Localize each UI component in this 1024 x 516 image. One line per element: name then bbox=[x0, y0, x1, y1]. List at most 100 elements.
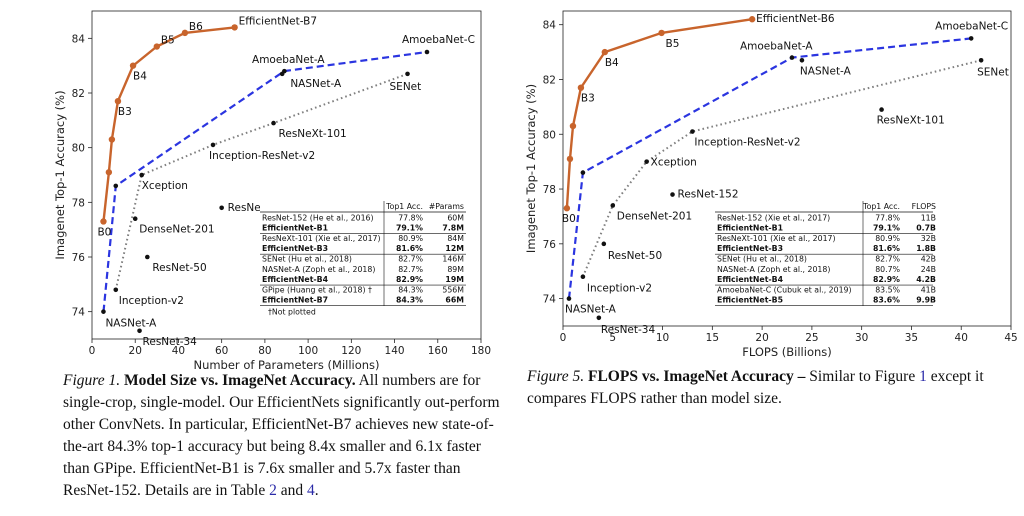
x-tick-label: 5 bbox=[609, 332, 616, 344]
point-label: EfficientNet-B6 bbox=[756, 13, 835, 25]
x-tick-label: 140 bbox=[385, 345, 405, 357]
table-value-cell: 1.8B bbox=[916, 244, 936, 253]
baseline-point bbox=[424, 49, 430, 55]
table-accuracy-cell: 79.1% bbox=[873, 224, 900, 233]
baseline-point bbox=[139, 172, 145, 178]
point-label: Inception-v2 bbox=[587, 283, 652, 295]
point-label: Xception bbox=[651, 157, 697, 169]
point-label: Xception bbox=[142, 180, 188, 192]
x-tick-label: 40 bbox=[172, 345, 185, 357]
dashed-baseline-line bbox=[102, 50, 428, 312]
point-label: EfficientNet-B7 bbox=[239, 15, 317, 27]
point-label: B6 bbox=[189, 21, 203, 33]
efficientnet-series-line bbox=[102, 26, 235, 222]
table-ref-link[interactable]: 4 bbox=[307, 482, 315, 499]
table-model-cell: EfficientNet-B3 bbox=[717, 244, 783, 253]
y-tick-label: 76 bbox=[543, 239, 557, 251]
table-model-cell: NASNet-A (Zoph et al., 2018) bbox=[262, 265, 375, 274]
point-label: ResNet-50 bbox=[152, 262, 206, 274]
y-tick-label: 76 bbox=[72, 252, 86, 264]
x-axis-label: FLOPS (Billions) bbox=[742, 345, 832, 359]
point-label: ResNet-34 bbox=[601, 324, 656, 336]
table-value-cell: 0.7B bbox=[916, 224, 936, 233]
table-header: FLOPS bbox=[912, 202, 936, 211]
baseline-point bbox=[580, 170, 586, 175]
table-model-cell: EfficientNet-B3 bbox=[262, 244, 328, 253]
efficientnet-point bbox=[601, 48, 609, 56]
table-background bbox=[260, 201, 470, 323]
efficientnet-point bbox=[153, 43, 161, 50]
point-label: NASNet-A bbox=[800, 65, 852, 77]
point-label: ResNeXt-101 bbox=[279, 128, 347, 140]
point-label: B3 bbox=[581, 93, 595, 105]
plot-frame bbox=[91, 10, 482, 340]
table-ref-link[interactable]: 2 bbox=[269, 482, 277, 499]
table-value-cell: 60M bbox=[447, 213, 464, 222]
table-accuracy-cell: 82.7% bbox=[398, 265, 423, 274]
flops-vs-accuracy-chart: 0 5 10 15 20 25 30 35 40 45 74 76 78 80 82 84 FLOPS (Bil… bbox=[524, 10, 1018, 359]
figure-5-caption: Figure 5. FLOPS vs. ImageNet Accuracy – … bbox=[527, 366, 987, 410]
model-point bbox=[279, 71, 285, 77]
point-label: NASNet-A bbox=[565, 304, 617, 316]
caption-text: and bbox=[276, 482, 307, 499]
efficientnet-point bbox=[748, 16, 756, 23]
table-value-cell: 24B bbox=[921, 265, 936, 274]
model-point bbox=[879, 107, 884, 112]
dotted-baseline-line bbox=[581, 59, 982, 278]
y-axis-label: Imagenet Top-1 Accuracy (%) bbox=[53, 90, 67, 259]
table-value-cell: 19M bbox=[445, 275, 464, 284]
baseline-point bbox=[113, 183, 119, 189]
table-model-cell: ResNet-152 (He et al., 2016) bbox=[262, 213, 374, 222]
dashed-baseline-line bbox=[567, 37, 972, 299]
model-point bbox=[219, 205, 224, 211]
caption-label: Figure 5. bbox=[527, 368, 585, 385]
point-label: AmoebaNet-C bbox=[402, 34, 475, 46]
x-tick-label: 40 bbox=[955, 332, 968, 344]
baseline-point bbox=[101, 309, 106, 314]
baseline-point bbox=[968, 36, 974, 41]
table-model-cell: SENet (Hu et al., 2018) bbox=[717, 255, 807, 264]
x-tick-label: 20 bbox=[755, 332, 768, 344]
table-accuracy-cell: 80.9% bbox=[875, 234, 900, 243]
y-tick-label: 78 bbox=[72, 197, 85, 209]
x-tick-label: 15 bbox=[706, 332, 719, 344]
point-label: AmoebaNet-C bbox=[935, 20, 1008, 32]
x-tick-label: 80 bbox=[258, 345, 271, 357]
x-tick-label: 30 bbox=[855, 332, 868, 344]
point-label: Inception-v2 bbox=[119, 295, 184, 307]
efficientnet-point bbox=[105, 169, 113, 176]
table-header: Top1 Acc. bbox=[385, 202, 423, 211]
x-tick-label: 160 bbox=[428, 345, 448, 357]
figure-ref-link[interactable]: 1 bbox=[919, 368, 927, 385]
y-tick-label: 74 bbox=[72, 307, 86, 319]
model-point bbox=[137, 328, 142, 334]
model-point bbox=[670, 192, 675, 197]
y-tick-label: 82 bbox=[543, 74, 556, 86]
efficientnet-point bbox=[569, 122, 577, 130]
baseline-point bbox=[610, 203, 616, 208]
table-model-cell: ResNeXt-101 (Xie et al., 2017) bbox=[262, 234, 381, 243]
table-header: #Params bbox=[429, 202, 464, 211]
table-accuracy-cell: 77.8% bbox=[875, 213, 900, 222]
table-accuracy-cell: 80.9% bbox=[398, 234, 423, 243]
efficientnet-point bbox=[129, 62, 137, 69]
table-model-cell: EfficientNet-B1 bbox=[262, 224, 328, 233]
model-point bbox=[601, 241, 607, 247]
table-value-cell: 42B bbox=[921, 255, 936, 264]
table-model-cell: ResNet-152 (Xie et al., 2017) bbox=[717, 213, 830, 222]
point-label: B3 bbox=[118, 106, 132, 118]
table-accuracy-cell: 81.6% bbox=[396, 244, 423, 253]
x-tick-label: 60 bbox=[215, 345, 228, 357]
dotted-baseline-line bbox=[114, 72, 408, 291]
y-tick-label: 84 bbox=[72, 33, 86, 45]
table-value-cell: 32B bbox=[921, 234, 936, 243]
baseline-point bbox=[271, 120, 276, 126]
table-value-cell: 89M bbox=[447, 265, 464, 274]
y-tick-label: 80 bbox=[72, 143, 85, 155]
inset-table: Top1 Acc. FLOPS ResNet-152 (Xie et al., 20… bbox=[715, 201, 937, 312]
table-value-cell: 11B bbox=[921, 213, 936, 222]
table-accuracy-cell: 79.1% bbox=[396, 224, 423, 233]
table-value-cell: 84M bbox=[447, 234, 464, 243]
point-label: B5 bbox=[161, 35, 175, 47]
y-tick-label: 74 bbox=[543, 294, 557, 306]
